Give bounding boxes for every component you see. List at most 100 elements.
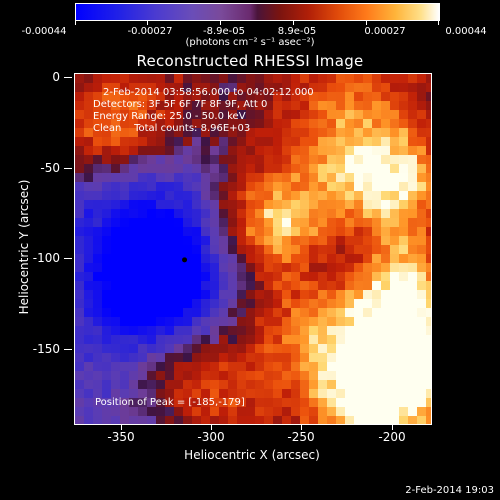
heatmap-cell: [282, 254, 292, 264]
heatmap-cell: [93, 92, 103, 102]
heatmap-cell: [354, 245, 364, 255]
heatmap-cell: [363, 317, 373, 327]
heatmap-cell: [165, 299, 175, 309]
heatmap-cell: [273, 407, 283, 417]
heatmap-cell: [246, 407, 256, 417]
heatmap-cell: [345, 146, 355, 156]
heatmap-cell: [147, 83, 157, 93]
heatmap-cell: [174, 416, 184, 424]
heatmap-cell: [102, 371, 112, 381]
heatmap-cell: [210, 119, 220, 129]
heatmap-cell: [102, 236, 112, 246]
heatmap-cell: [111, 83, 121, 93]
heatmap-cell: [138, 191, 148, 201]
heatmap-cell: [345, 92, 355, 102]
heatmap-cell: [372, 209, 382, 219]
heatmap-cell: [255, 317, 265, 327]
heatmap-cell: [165, 227, 175, 237]
heatmap-cell: [282, 362, 292, 372]
heatmap-cell: [345, 263, 355, 273]
heatmap-cell: [129, 182, 139, 192]
heatmap-cell: [363, 371, 373, 381]
heatmap-cell: [417, 326, 427, 336]
heatmap-cell: [93, 83, 103, 93]
heatmap-cell: [165, 263, 175, 273]
heatmap-cell: [210, 371, 220, 381]
heatmap-cell: [255, 290, 265, 300]
colorbar-label: -8.9e-05: [203, 26, 245, 37]
heatmap-cell: [309, 272, 319, 282]
heatmap-cell: [129, 83, 139, 93]
heatmap-cell: [354, 254, 364, 264]
heatmap-cell: [282, 389, 292, 399]
x-tick-label: -250: [287, 430, 315, 444]
heatmap-cell: [210, 362, 220, 372]
heatmap-cell: [75, 146, 85, 156]
heatmap-cell: [417, 236, 427, 246]
heatmap-cell: [336, 173, 346, 183]
heatmap-cell: [192, 416, 202, 424]
x-tick: [301, 424, 302, 430]
heatmap-cell: [300, 389, 310, 399]
heatmap-cell: [273, 389, 283, 399]
heatmap-cell: [363, 299, 373, 309]
heatmap-cell: [129, 110, 139, 120]
heatmap-cell: [210, 335, 220, 345]
heatmap-cell: [417, 344, 427, 354]
heatmap-cell: [417, 128, 427, 138]
heatmap-cell: [192, 272, 202, 282]
heatmap-cell: [111, 380, 121, 390]
heatmap-cell: [138, 389, 148, 399]
heatmap-cell: [192, 83, 202, 93]
heatmap-cell: [228, 218, 238, 228]
heatmap-cell: [246, 290, 256, 300]
heatmap-cell: [120, 398, 130, 408]
heatmap-cell: [255, 353, 265, 363]
heatmap-cell: [345, 74, 355, 84]
heatmap-cell: [237, 74, 247, 84]
heatmap-cell: [381, 182, 391, 192]
heatmap-cell: [345, 164, 355, 174]
heatmap-cell: [354, 128, 364, 138]
heatmap-cell: [156, 218, 166, 228]
heatmap-cell: [318, 155, 328, 165]
heatmap-cell: [417, 389, 427, 399]
heatmap-cell: [147, 254, 157, 264]
heatmap-cell: [291, 119, 301, 129]
heatmap-cell: [102, 218, 112, 228]
heatmap-cell: [102, 101, 112, 111]
heatmap-cell: [192, 290, 202, 300]
heatmap-cell: [390, 209, 400, 219]
heatmap-cell: [327, 308, 337, 318]
heatmap-cell: [120, 308, 130, 318]
heatmap-cell: [399, 155, 409, 165]
heatmap-cell: [426, 245, 431, 255]
heatmap-cell: [201, 209, 211, 219]
heatmap-cell: [246, 137, 256, 147]
heatmap-cell: [300, 191, 310, 201]
heatmap-cell: [336, 191, 346, 201]
heatmap-cell: [156, 272, 166, 282]
heatmap-cell: [345, 299, 355, 309]
heatmap-cell: [345, 335, 355, 345]
heatmap-cell: [390, 362, 400, 372]
heatmap-cell: [426, 137, 431, 147]
heatmap-cell: [408, 92, 418, 102]
heatmap-cell: [201, 380, 211, 390]
heatmap-cell: [282, 164, 292, 174]
colorbar-tick: [293, 20, 294, 25]
heatmap-cell: [138, 209, 148, 219]
heatmap-cell: [372, 353, 382, 363]
heatmap-cell: [192, 155, 202, 165]
heatmap-cell: [291, 308, 301, 318]
heatmap-cell: [291, 227, 301, 237]
heatmap-cell: [408, 407, 418, 417]
heatmap-cell: [291, 236, 301, 246]
colorbar-label: -0.00044: [21, 26, 67, 37]
heatmap-cell: [219, 164, 229, 174]
heatmap-cell: [102, 272, 112, 282]
heatmap-cell: [219, 245, 229, 255]
heatmap-cell: [417, 191, 427, 201]
heatmap-cell: [156, 416, 166, 424]
heatmap-cell: [399, 101, 409, 111]
